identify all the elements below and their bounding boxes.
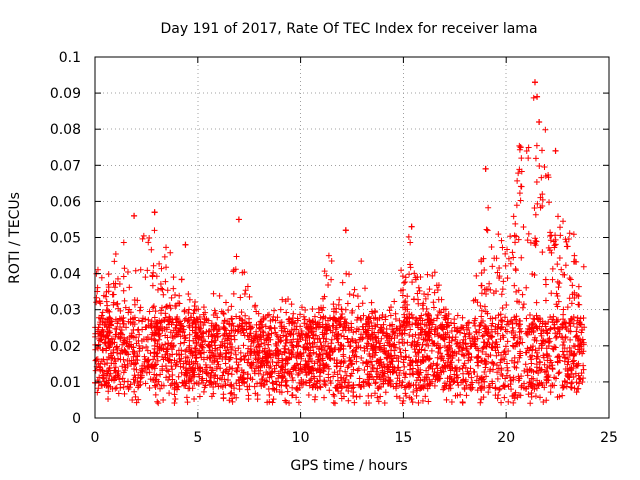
- roti-peak-point: [482, 165, 489, 172]
- y-tick-label: 0.05: [50, 231, 81, 247]
- roti-peak-point: [235, 216, 242, 223]
- roti-peak-point: [517, 144, 524, 151]
- roti-peak-point: [552, 147, 559, 154]
- y-tick-label: 0.08: [50, 122, 81, 138]
- y-tick-label: 0: [72, 411, 81, 427]
- y-axis-title: ROTI / TECUs: [7, 192, 23, 284]
- y-tick-label: 0.03: [50, 303, 81, 319]
- x-axis-title: GPS time / hours: [290, 458, 407, 474]
- y-tick-label: 0.06: [50, 194, 81, 210]
- x-tick-label: 25: [600, 430, 618, 446]
- x-tick-label: 15: [394, 430, 412, 446]
- x-tick-label: 5: [193, 430, 202, 446]
- roti-peak-point: [534, 93, 541, 100]
- y-tick-label: 0.07: [50, 158, 81, 174]
- roti-peak-point: [151, 209, 158, 216]
- roti-peak-point: [408, 223, 415, 230]
- x-tick-label: 10: [292, 430, 310, 446]
- roti-point-markers: [92, 79, 588, 407]
- y-tick-label: 0.01: [50, 375, 81, 391]
- data-points: [92, 79, 588, 407]
- y-tick-labels: 0 0.01 0.02 0.03 0.04 0.05 0.06 0.07 0.08 0.09 0.1: [50, 50, 81, 427]
- y-tick-label: 0.09: [50, 86, 81, 102]
- y-tick-label: 0.02: [50, 339, 81, 355]
- x-tick-label: 20: [497, 430, 515, 446]
- roti-peak-point: [531, 79, 538, 86]
- x-tick-label: 0: [91, 430, 100, 446]
- y-tick-label: 0.1: [59, 50, 81, 66]
- roti-peak-point: [131, 212, 138, 219]
- roti-peak-point: [536, 118, 543, 125]
- roti-peak-point: [182, 241, 189, 248]
- axis-ticks: [94, 56, 610, 419]
- x-tick-labels: 0 5 10 15 20 25: [91, 430, 618, 446]
- chart-title: Day 191 of 2017, Rate Of TEC Index for r…: [160, 21, 537, 37]
- y-tick-label: 0.04: [50, 267, 81, 283]
- roti-peak-point: [342, 227, 349, 234]
